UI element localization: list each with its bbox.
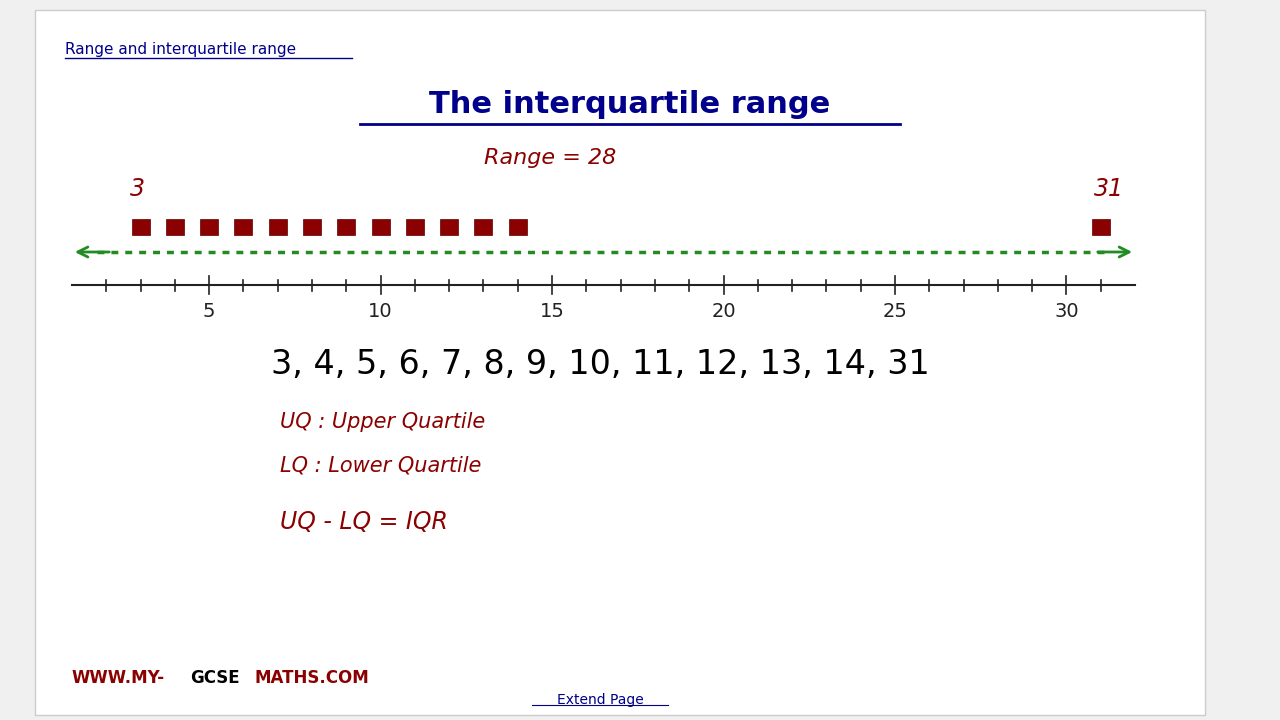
Bar [440, 219, 458, 235]
Text: The interquartile range: The interquartile range [429, 90, 831, 119]
Text: 3: 3 [131, 177, 145, 201]
Text: LQ : Lower Quartile: LQ : Lower Quartile [280, 455, 481, 475]
Text: 3, 4, 5, 6, 7, 8, 9, 10, 11, 12, 13, 14, 31: 3, 4, 5, 6, 7, 8, 9, 10, 11, 12, 13, 14,… [270, 348, 929, 381]
Text: UQ : Upper Quartile: UQ : Upper Quartile [280, 412, 485, 432]
Bar [269, 219, 287, 235]
Text: 15: 15 [540, 302, 564, 321]
Bar [303, 219, 321, 235]
Text: Range and interquartile range: Range and interquartile range [65, 42, 296, 57]
Text: WWW.MY-: WWW.MY- [72, 669, 165, 687]
Text: 25: 25 [882, 302, 908, 321]
Bar [475, 219, 493, 235]
Text: 20: 20 [712, 302, 736, 321]
Text: Extend Page: Extend Page [557, 693, 644, 707]
Bar [1092, 219, 1110, 235]
Text: 31: 31 [1093, 177, 1124, 201]
Bar [166, 219, 184, 235]
Text: Range = 28: Range = 28 [484, 148, 616, 168]
Bar [132, 219, 150, 235]
Bar [508, 219, 527, 235]
Bar [371, 219, 389, 235]
Text: 30: 30 [1055, 302, 1079, 321]
Text: 5: 5 [204, 302, 215, 321]
Bar [200, 219, 218, 235]
FancyBboxPatch shape [35, 10, 1204, 715]
Bar [406, 219, 424, 235]
Text: 10: 10 [369, 302, 393, 321]
Text: MATHS.COM: MATHS.COM [255, 669, 370, 687]
Bar [234, 219, 252, 235]
Text: UQ - LQ = IQR: UQ - LQ = IQR [280, 510, 448, 534]
Bar [338, 219, 356, 235]
Text: GCSE: GCSE [189, 669, 239, 687]
